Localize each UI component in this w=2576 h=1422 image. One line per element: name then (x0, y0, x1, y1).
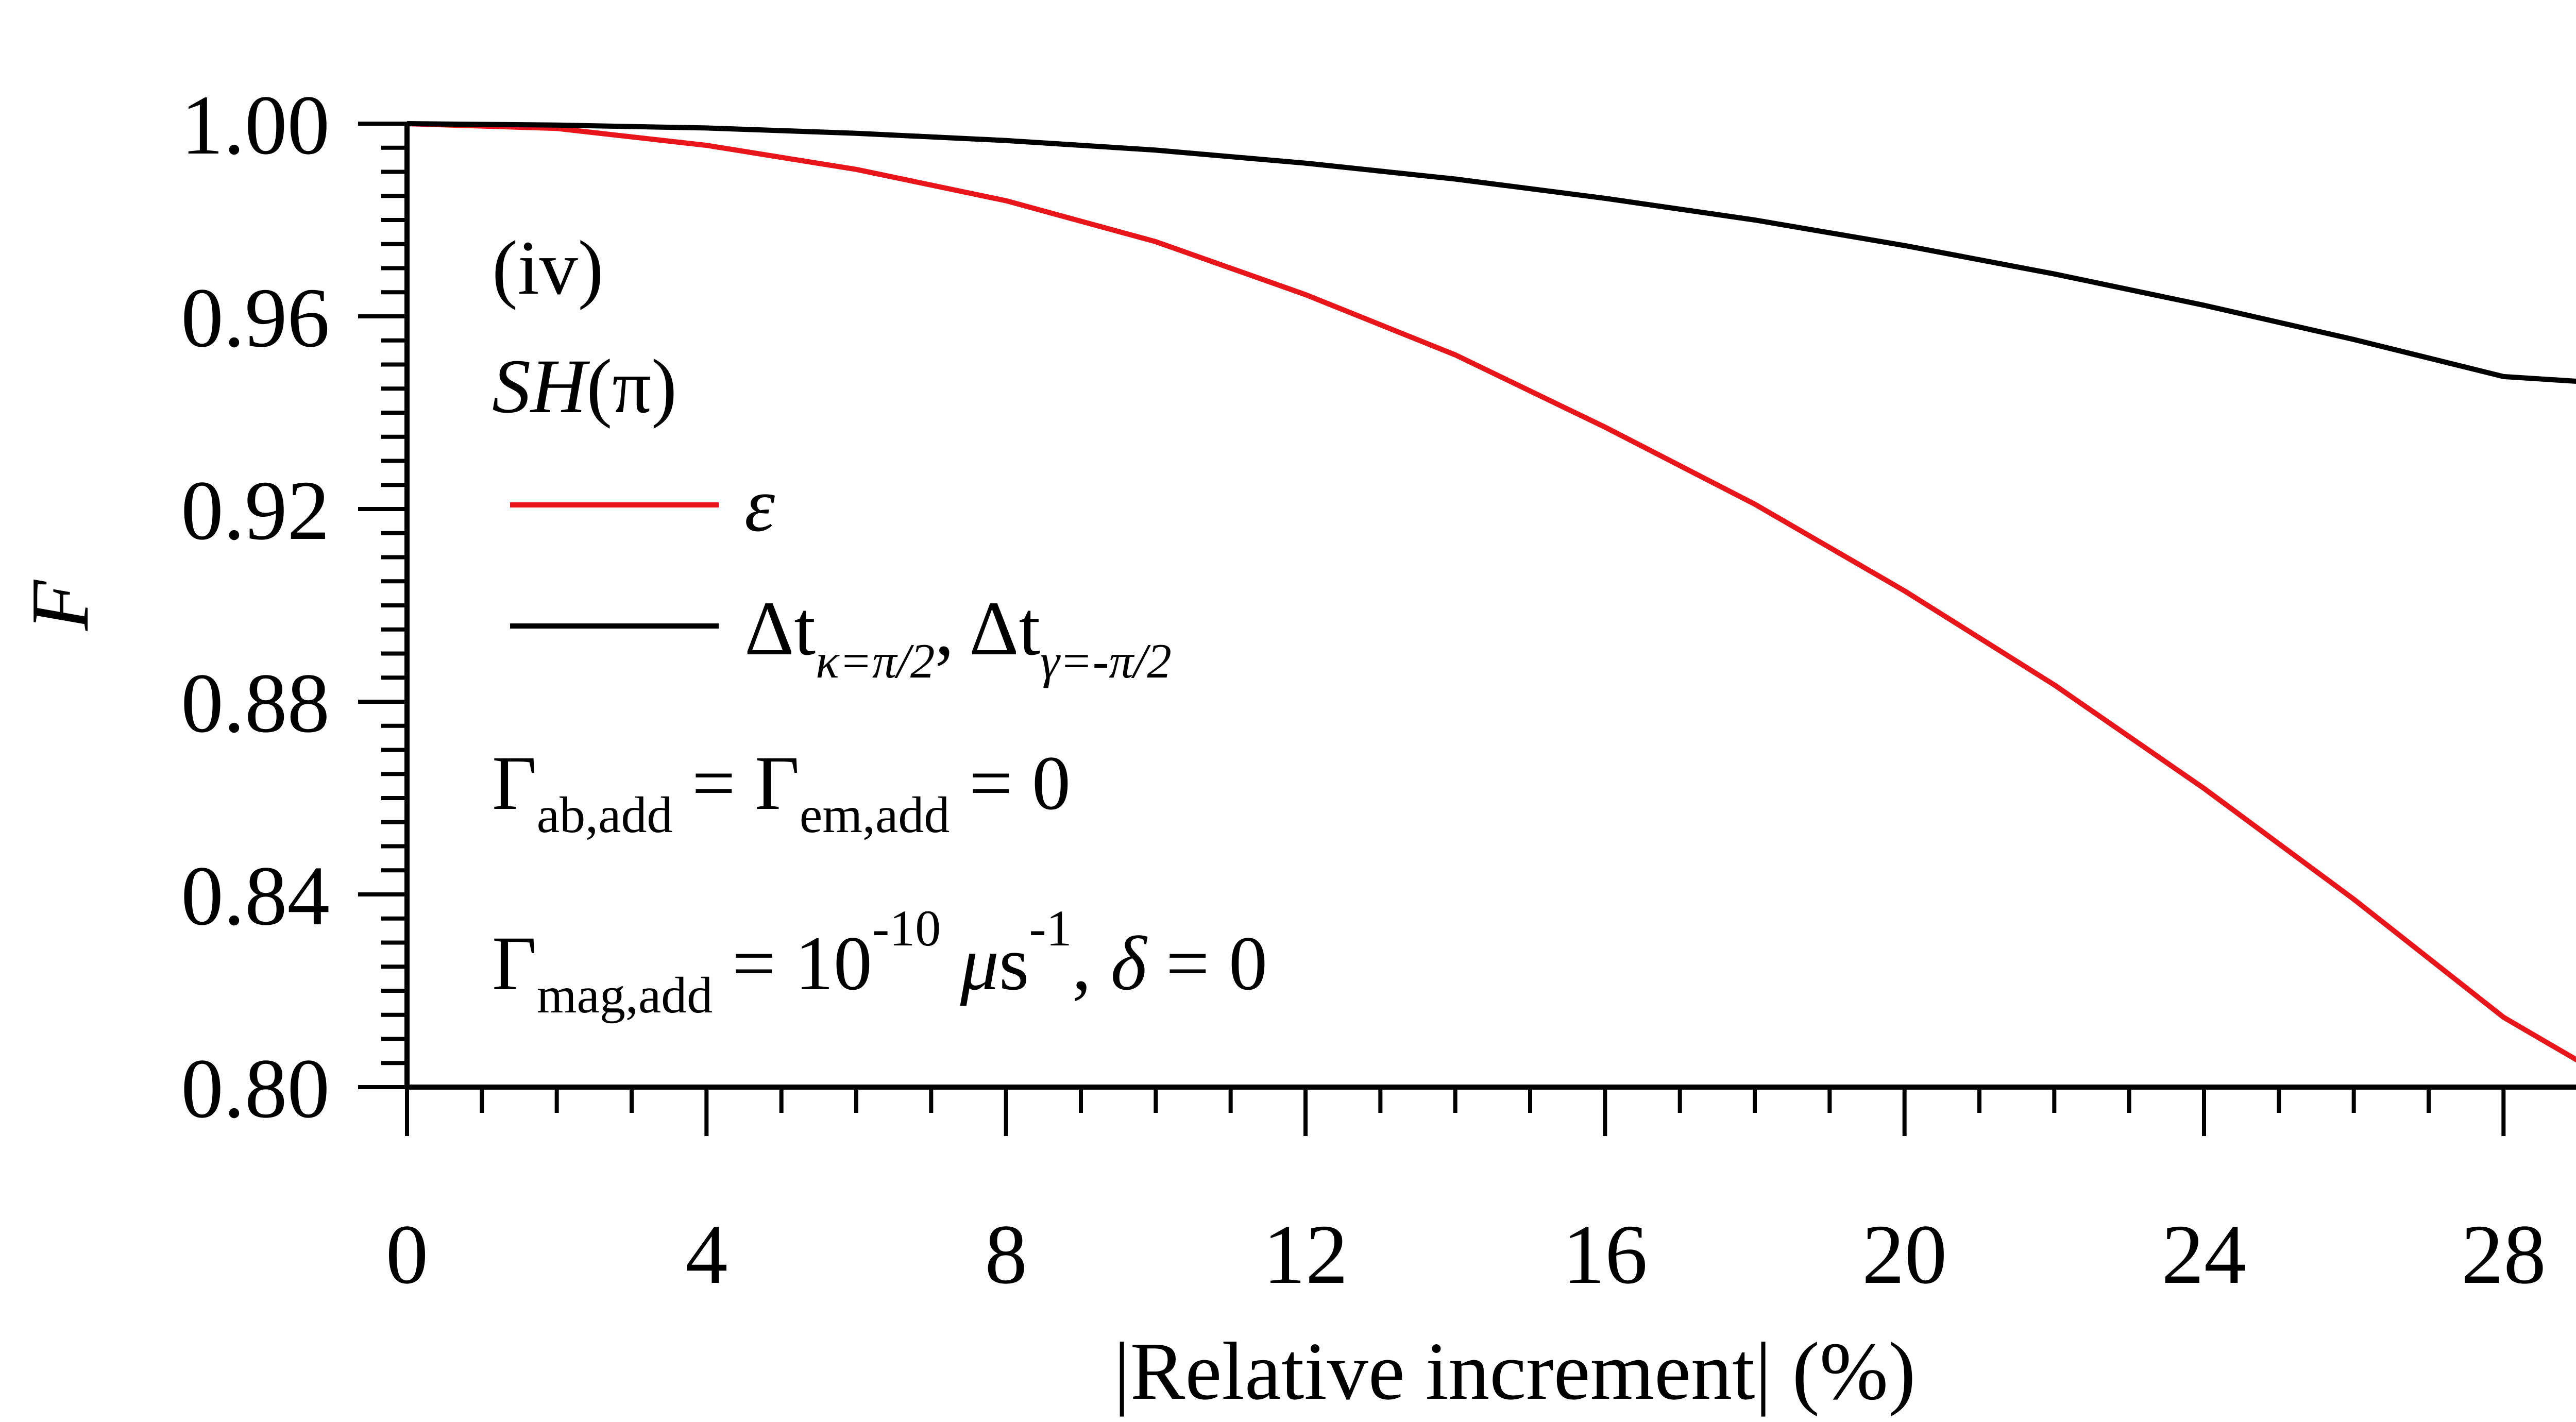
series-line-epsilon (406, 121, 2576, 1063)
legend-label-epsilon: ε (744, 462, 775, 548)
x-tick-label: 12 (1263, 1207, 1348, 1301)
x-axis-title: |Relative increment| (%) (1114, 1325, 1916, 1417)
y-tick-label: 0.96 (181, 270, 330, 365)
y-tick-label: 0.84 (181, 849, 330, 943)
y-tick-label: 0.80 (181, 1041, 330, 1136)
ticks: 0 4 8 12 16 20 24 28 0.80 0.84 0.88 0.92 0.96 1.00 (181, 78, 2546, 1301)
y-tick-label: 1.00 (181, 78, 330, 172)
x-tick-label: 24 (2162, 1207, 2247, 1301)
y-tick-label: 0.92 (181, 463, 330, 557)
x-tick-label: 28 (2461, 1207, 2546, 1301)
y-axis-title: F (14, 579, 106, 631)
x-tick-label: 16 (1563, 1207, 1648, 1301)
series-line-delta-t (406, 121, 2576, 384)
x-tick-label: 8 (985, 1207, 1027, 1301)
gate-label: SH(π) (492, 344, 677, 429)
y-tick-label: 0.88 (181, 656, 330, 750)
legend: (iv) SH(π) ε Δtκ=π/2, Δtγ=-π/2 Γab,add =… (492, 225, 1267, 1024)
legend-label-delta-t: Δtκ=π/2, Δtγ=-π/2 (744, 586, 1172, 688)
panel-label: (iv) (492, 225, 604, 311)
x-tick-label: 4 (685, 1207, 728, 1301)
x-tick-label: 20 (1862, 1207, 1947, 1301)
x-tick-label: 0 (386, 1207, 429, 1301)
rate-condition-mag: Γmag,add = 10-10 μs-1, δ = 0 (492, 900, 1267, 1024)
plot-lines (406, 121, 2576, 1063)
rate-condition-ab-em: Γab,add = Γem,add = 0 (492, 740, 1071, 843)
